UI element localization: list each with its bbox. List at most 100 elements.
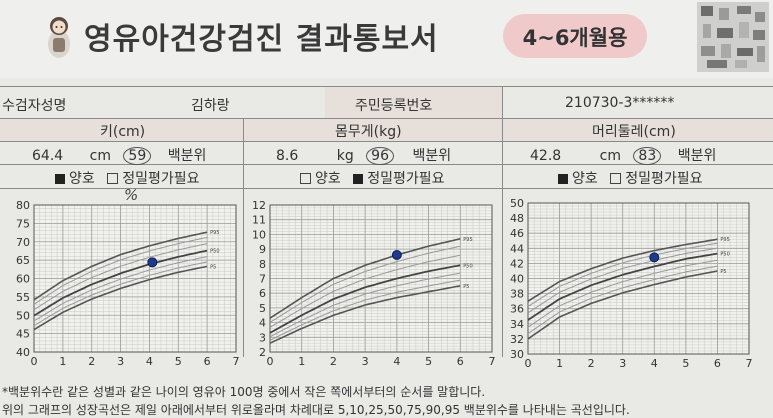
- x-tick-label: 7: [746, 357, 753, 370]
- x-tick-label: 2: [330, 355, 337, 368]
- percentile-curve: [269, 254, 461, 328]
- column-divider: [502, 87, 503, 357]
- measurement-point: [649, 252, 660, 263]
- name-label: 수검자성명: [2, 98, 67, 114]
- checkbox-checked[interactable]: [353, 174, 364, 184]
- y-tick-label: 5: [259, 302, 266, 315]
- height-percentile-label: 백분위: [167, 148, 207, 164]
- percentile-curve: [33, 243, 208, 311]
- y-tick-label: 70: [16, 236, 30, 249]
- y-tick-label: 38: [510, 288, 524, 301]
- head-unit: cm: [599, 148, 621, 164]
- height-label: 키(cm): [100, 124, 146, 140]
- x-tick-label: 3: [362, 355, 369, 368]
- checkbox-checked[interactable]: [55, 174, 65, 184]
- p50-curve: [527, 252, 718, 321]
- x-tick-label: 4: [146, 355, 153, 368]
- weight-value: 8.6: [276, 148, 299, 164]
- p95-curve: [33, 231, 208, 301]
- y-tick-label: 10: [252, 228, 266, 241]
- height-unit: cm: [89, 148, 111, 164]
- series-label: P50: [463, 263, 472, 269]
- x-tick-label: 2: [588, 357, 595, 370]
- head-label: 머리둘레(cm): [592, 124, 676, 140]
- percentile-curve: [269, 279, 461, 341]
- table-border-top: [0, 86, 773, 87]
- y-tick-label: 3: [259, 331, 266, 344]
- column-divider: [243, 119, 244, 357]
- y-tick-label: 34: [510, 318, 524, 331]
- age-badge-label: 4~6개월용: [522, 26, 628, 50]
- p95-curve: [527, 238, 718, 302]
- series-label: P5: [463, 284, 469, 290]
- y-tick-label: 30: [510, 348, 524, 361]
- table-border: [0, 164, 773, 165]
- series-label: P95: [463, 237, 472, 243]
- y-tick-label: 44: [510, 242, 524, 255]
- head-percentile-label: 백분위: [677, 148, 717, 164]
- measurement-header-row: [0, 119, 773, 141]
- checkbox-empty[interactable]: [610, 173, 622, 184]
- x-tick-label: 6: [457, 355, 464, 368]
- x-tick-label: 0: [267, 355, 274, 368]
- status-good-label: 양호: [315, 171, 341, 187]
- x-tick-label: 4: [393, 355, 400, 368]
- status-good-label: 양호: [69, 171, 95, 187]
- weight-percentile-label: 백분위: [412, 148, 452, 164]
- status-review-label: 정밀평가필요: [122, 171, 200, 187]
- percentile-curve: [33, 236, 208, 305]
- y-tick-label: 46: [510, 227, 524, 240]
- percentile-curve: [527, 265, 718, 335]
- y-tick-label: 65: [16, 254, 30, 267]
- report-title: 영유아건강검진 결과통보서: [84, 22, 439, 57]
- footnote-percentile: *백분위수란 같은 성별과 같은 나이의 영유아 100명 중에서 작은 쪽에서…: [2, 385, 486, 399]
- head-value: 42.8: [530, 148, 562, 164]
- measurement-point: [391, 249, 402, 260]
- head-status: 양호 정밀평가필요: [558, 168, 703, 188]
- status-review-label: 정밀평가필요: [367, 171, 445, 187]
- y-tick-label: 42: [510, 257, 524, 270]
- height-value-row: 64.4 cm 59 백분위: [32, 145, 206, 165]
- y-tick-label: 11: [252, 214, 266, 227]
- checkbox-empty[interactable]: [300, 173, 311, 184]
- height-status: 양호 정밀평가필요: [55, 168, 200, 188]
- series-label: P5: [210, 264, 216, 270]
- p5-curve: [269, 285, 461, 344]
- x-tick-label: 1: [59, 355, 66, 368]
- weight-percentile: 96: [366, 147, 394, 165]
- name-value: 김하랑: [191, 98, 230, 114]
- x-tick-label: 3: [117, 355, 124, 368]
- x-tick-label: 3: [619, 357, 626, 370]
- head-value-row: 42.8 cm 83 백분위: [530, 145, 716, 165]
- percentile-curve: [527, 242, 718, 307]
- height-value: 64.4: [32, 148, 64, 164]
- percentile-curve: [527, 259, 718, 328]
- weight-value-row: 8.6 kg 96 백분위: [276, 145, 451, 165]
- x-tick-label: 1: [556, 357, 563, 370]
- head-percentile: 83: [633, 147, 662, 165]
- checkbox-checked[interactable]: [558, 174, 568, 184]
- y-tick-label: 60: [16, 273, 30, 286]
- x-tick-label: 7: [489, 355, 496, 368]
- p95-curve: [269, 238, 461, 319]
- x-tick-label: 0: [525, 357, 532, 370]
- p5-curve: [33, 265, 208, 331]
- status-good-label: 양호: [572, 171, 598, 187]
- status-review-label: 정밀평가필요: [625, 171, 703, 187]
- y-tick-label: 45: [16, 328, 30, 341]
- series-label: P95: [210, 230, 219, 236]
- y-tick-label: 4: [259, 317, 266, 330]
- id-label-cell: [325, 87, 503, 118]
- x-tick-label: 7: [233, 355, 240, 368]
- x-tick-label: 6: [714, 357, 721, 370]
- y-tick-label: 40: [510, 273, 524, 286]
- percentile-curve: [269, 272, 461, 338]
- handwritten-mark: %: [124, 186, 139, 204]
- checkbox-empty[interactable]: [107, 173, 119, 184]
- y-tick-label: 55: [16, 291, 30, 304]
- weight-label: 몸무게(kg): [335, 124, 402, 140]
- y-tick-label: 48: [510, 212, 524, 225]
- series-label: P5: [720, 269, 726, 275]
